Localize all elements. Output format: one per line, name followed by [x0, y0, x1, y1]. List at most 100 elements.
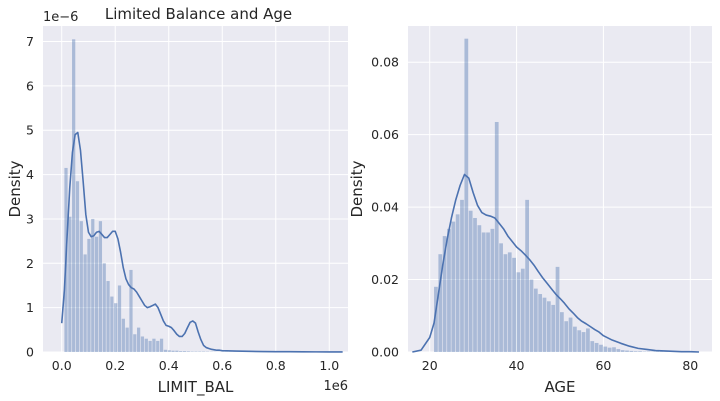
- axes-background: [43, 26, 348, 352]
- y-tick-label: 0: [26, 345, 34, 360]
- histogram-bar: [182, 351, 187, 352]
- panel-limit-bal: 0.0 0.2 0.4 0.6 0.8 1.0 0 1 2 3 4 5 6 7 LIMIT_BAL Densi…: [6, 5, 348, 397]
- histogram-bar: [594, 342, 599, 352]
- histogram-bar: [603, 346, 608, 352]
- histogram-bar: [167, 350, 171, 352]
- histogram-bar: [186, 351, 190, 352]
- histogram-bar: [533, 288, 538, 352]
- histogram-bar: [616, 349, 621, 352]
- histogram-bar: [451, 221, 456, 352]
- x-tick-label: 0.6: [212, 358, 232, 373]
- y-tick-label: 7: [26, 34, 34, 49]
- y-tick-label: 6: [26, 78, 34, 93]
- histogram-bar: [159, 338, 164, 352]
- histogram-bar: [434, 286, 438, 352]
- histogram-bar: [438, 254, 443, 352]
- histogram-bar: [148, 340, 152, 352]
- chart-title: Limited Balance and Age: [105, 5, 292, 23]
- x-tick-label: 60: [595, 358, 611, 373]
- histogram-bar: [163, 349, 167, 352]
- histogram-bar: [477, 225, 482, 352]
- y-axis-label: Density: [6, 160, 24, 217]
- histogram-bar: [568, 317, 573, 352]
- kde-line: [60, 131, 343, 353]
- y-tick-label: 3: [26, 211, 34, 226]
- x-axis-label: AGE: [544, 378, 575, 396]
- y-axis-label: Density: [348, 160, 366, 217]
- histogram-bar: [620, 350, 625, 352]
- x-tick-label: 0.8: [266, 358, 286, 373]
- histogram-bar: [503, 254, 508, 352]
- histogram-bar: [473, 217, 477, 352]
- histogram-bar: [447, 228, 451, 352]
- histogram-bar: [525, 199, 529, 352]
- panel-age: 20 40 60 80 0.00 0.02 0.04 0.06 0.08 AGE Density: [348, 26, 712, 396]
- histogram-bar: [75, 181, 80, 352]
- y-tick-label: 0.06: [371, 127, 399, 142]
- histogram-bar: [577, 330, 582, 352]
- histogram-bar: [460, 199, 464, 352]
- histogram-bar: [175, 350, 179, 352]
- histogram-bar: [171, 350, 175, 352]
- histogram-bar: [442, 236, 447, 352]
- histogram-bar: [599, 344, 603, 352]
- y-offset-text: 1e−6: [43, 10, 78, 25]
- histogram-bar: [455, 214, 460, 352]
- histogram-bar: [72, 39, 76, 352]
- histogram-bar: [79, 221, 83, 352]
- histogram-bar: [110, 296, 114, 352]
- histogram-bar: [83, 254, 87, 352]
- histogram-bar: [516, 272, 521, 352]
- histogram-bar: [464, 38, 469, 353]
- x-tick-label: 20: [422, 358, 438, 373]
- x-tick-label: 0.4: [159, 358, 179, 373]
- histogram-bar: [529, 279, 534, 352]
- histogram-bar: [590, 341, 595, 352]
- histogram-bar: [625, 350, 629, 352]
- y-tick-label: 5: [26, 123, 34, 138]
- histogram-bar: [94, 236, 99, 352]
- histogram-bar: [607, 347, 612, 352]
- x-offset-text: 1e6: [323, 379, 348, 394]
- histogram-bar: [499, 243, 503, 352]
- x-axis-label: LIMIT_BAL: [158, 378, 234, 397]
- y-tick-label: 0.08: [371, 55, 399, 70]
- histogram-bar: [468, 210, 473, 352]
- histogram-bar: [638, 351, 642, 352]
- kde-line: [412, 173, 700, 353]
- histogram-bar: [140, 336, 145, 352]
- histogram-bar: [144, 338, 148, 352]
- histogram-bar: [106, 281, 110, 352]
- y-tick-label: 2: [26, 256, 34, 271]
- x-tick-label: 0.0: [52, 358, 72, 373]
- y-tick-label: 0.02: [371, 272, 399, 287]
- histogram-bar: [564, 321, 569, 352]
- histogram-bar: [490, 228, 495, 352]
- histogram-bar: [68, 216, 72, 352]
- histogram-bar: [546, 301, 551, 352]
- histogram-bar: [542, 297, 547, 352]
- histogram-bar: [581, 332, 586, 352]
- histogram-bar: [486, 232, 490, 352]
- histogram-bar: [512, 257, 516, 352]
- x-tick-label: 0.2: [105, 358, 125, 373]
- histogram-bar: [520, 268, 525, 352]
- histogram-bar: [156, 340, 160, 352]
- histogram-bar: [555, 266, 560, 352]
- histogram-bar: [129, 269, 133, 352]
- histogram-bar: [538, 294, 543, 352]
- histogram-bar: [507, 252, 512, 352]
- x-tick-label: 1.0: [319, 358, 339, 373]
- y-tick-label: 0.00: [371, 345, 399, 360]
- histogram-bar: [560, 312, 564, 352]
- histogram-bar: [125, 327, 129, 352]
- histogram-bar: [117, 285, 122, 352]
- histogram-bar: [179, 351, 183, 352]
- histogram-bar: [133, 334, 137, 352]
- histogram-bar: [573, 326, 577, 352]
- histogram-bar: [494, 121, 499, 352]
- histogram-bar: [551, 304, 556, 352]
- histogram-bar: [121, 318, 125, 352]
- histogram-bar: [633, 351, 638, 352]
